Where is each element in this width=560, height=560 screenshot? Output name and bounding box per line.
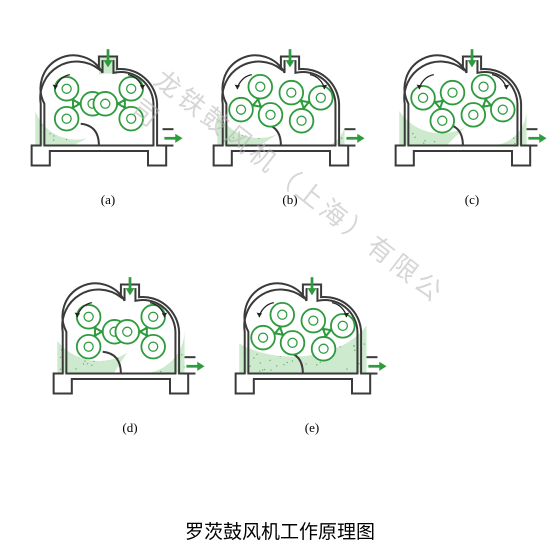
panel-label-b: (b) xyxy=(210,192,370,208)
panel-e: (e) xyxy=(232,264,392,436)
panel-label-e: (e) xyxy=(232,420,392,436)
panel-b: (b) xyxy=(210,36,370,208)
outlet-arrow-icon xyxy=(368,362,386,371)
outlet-arrow-icon xyxy=(346,134,364,143)
panel-label-d: (d) xyxy=(50,420,210,436)
panel-c: (c) xyxy=(392,36,552,208)
outlet-arrow-icon xyxy=(528,134,546,143)
outlet-arrow-icon xyxy=(186,362,204,371)
diagram-grid: (a) (b) xyxy=(0,0,560,450)
inlet-arrow-icon xyxy=(307,277,316,295)
panel-label-c: (c) xyxy=(392,192,552,208)
inlet-arrow-icon xyxy=(467,49,476,67)
panel-label-a: (a) xyxy=(28,192,188,208)
outlet-arrow-icon xyxy=(164,134,182,143)
inlet-arrow-icon xyxy=(285,49,294,67)
figure-caption: 罗茨鼓风机工作原理图 xyxy=(0,517,560,544)
panel-d: (d) xyxy=(50,264,210,436)
inlet-arrow-icon xyxy=(125,277,134,295)
panel-a: (a) xyxy=(28,36,188,208)
